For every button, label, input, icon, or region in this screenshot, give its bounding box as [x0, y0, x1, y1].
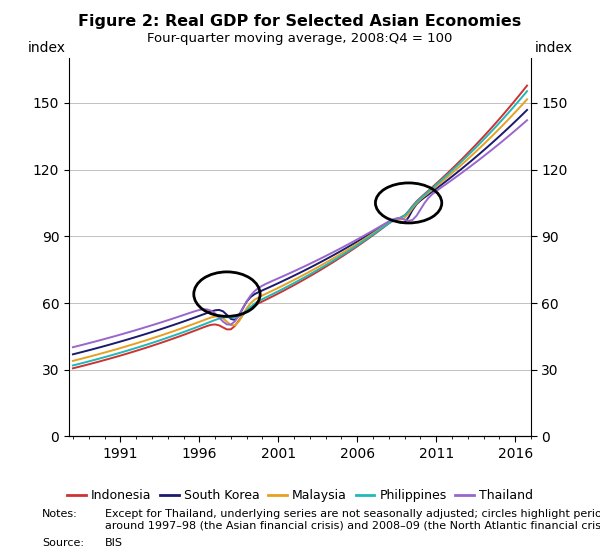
- Text: index: index: [28, 41, 65, 54]
- Text: Notes:: Notes:: [42, 509, 78, 519]
- Text: Source:: Source:: [42, 538, 84, 548]
- Legend: Indonesia, South Korea, Malaysia, Philippines, Thailand: Indonesia, South Korea, Malaysia, Philip…: [62, 484, 538, 507]
- Text: Figure 2: Real GDP for Selected Asian Economies: Figure 2: Real GDP for Selected Asian Ec…: [79, 14, 521, 29]
- Text: index: index: [535, 41, 572, 54]
- Text: Four-quarter moving average, 2008:Q4 = 100: Four-quarter moving average, 2008:Q4 = 1…: [148, 32, 452, 45]
- Text: Except for Thailand, underlying series are not seasonally adjusted; circles high: Except for Thailand, underlying series a…: [105, 509, 600, 530]
- Text: BIS: BIS: [105, 538, 123, 548]
